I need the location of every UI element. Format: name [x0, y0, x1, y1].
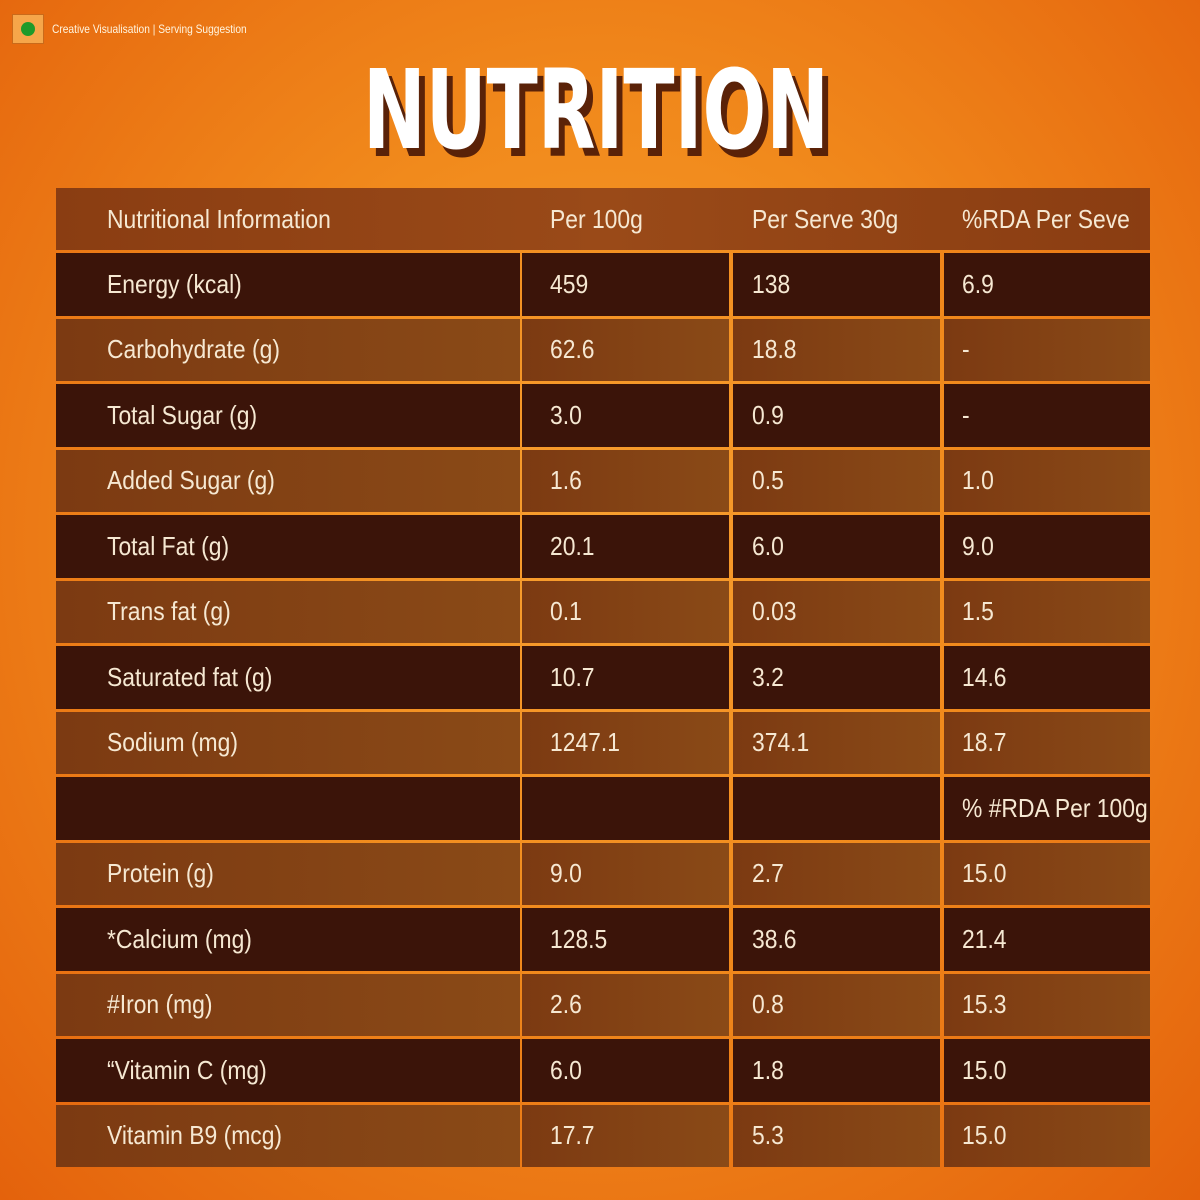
cell-value: 18.8 — [733, 318, 940, 381]
badge-icon — [12, 14, 44, 44]
row-label: Sodium (mg) — [56, 711, 520, 774]
cell-value: 15.3 — [944, 973, 1150, 1036]
cell-value: 3.0 — [522, 384, 729, 447]
empty-cell — [56, 777, 520, 840]
cell-value: 1.6 — [522, 449, 729, 512]
cell-value: 20.1 — [522, 515, 729, 578]
column-header: %RDA Per Seve — [962, 203, 1130, 234]
row-label: Total Fat (g) — [56, 515, 520, 578]
cell-value: 0.8 — [733, 973, 940, 1036]
cell-value: 0.5 — [733, 449, 940, 512]
column-header: Per Serve 30g — [752, 203, 899, 234]
cell-value: 6.0 — [733, 515, 940, 578]
cell-value: 14.6 — [944, 646, 1150, 709]
empty-cell — [522, 777, 729, 840]
row-label: *Calcium (mg) — [56, 908, 520, 971]
column-header: Per 100g — [550, 203, 643, 234]
row-label: Added Sugar (g) — [56, 449, 520, 512]
cell-value: 21.4 — [944, 908, 1150, 971]
row-label: Total Sugar (g) — [56, 384, 520, 447]
cell-value: 9.0 — [522, 842, 729, 905]
cell-value: 138 — [733, 253, 940, 316]
cell-value: 1.5 — [944, 580, 1150, 643]
badge-text: Creative Visualisation | Serving Suggest… — [52, 22, 247, 36]
section-heading: % #RDA Per 100g — [944, 777, 1150, 840]
row-label: Carbohydrate (g) — [56, 318, 520, 381]
cell-value: 0.9 — [733, 384, 940, 447]
cell-value: 15.0 — [944, 842, 1150, 905]
cell-value: 38.6 — [733, 908, 940, 971]
cell-value: 15.0 — [944, 1104, 1150, 1167]
cell-value: 459 — [522, 253, 729, 316]
cell-value: 1.0 — [944, 449, 1150, 512]
column-header: Nutritional Information — [107, 203, 331, 234]
row-label: Protein (g) — [56, 842, 520, 905]
cell-value: 62.6 — [522, 318, 729, 381]
header-row — [56, 188, 1150, 250]
cell-value: 1.8 — [733, 1039, 940, 1102]
cell-value: 0.03 — [733, 580, 940, 643]
cell-value: - — [944, 384, 1150, 447]
title: NUTRITION — [363, 46, 829, 170]
row-label: #Iron (mg) — [56, 973, 520, 1036]
row-label: “Vitamin C (mg) — [56, 1039, 520, 1102]
cell-value: 5.3 — [733, 1104, 940, 1167]
row-label: Vitamin B9 (mcg) — [56, 1104, 520, 1167]
cell-value: 17.7 — [522, 1104, 729, 1167]
cell-value: 0.1 — [522, 580, 729, 643]
row-label: Saturated fat (g) — [56, 646, 520, 709]
cell-value: 128.5 — [522, 908, 729, 971]
empty-cell — [733, 777, 940, 840]
row-label: Trans fat (g) — [56, 580, 520, 643]
title-shadow: NUTRITION — [369, 54, 835, 170]
cell-value: 2.6 — [522, 973, 729, 1036]
row-label: Energy (kcal) — [56, 253, 520, 316]
cell-value: 6.0 — [522, 1039, 729, 1102]
cell-value: 1247.1 — [522, 711, 729, 774]
cell-value: 9.0 — [944, 515, 1150, 578]
cell-value: 18.7 — [944, 711, 1150, 774]
cell-value: 6.9 — [944, 253, 1150, 316]
cell-value: 2.7 — [733, 842, 940, 905]
cell-value: 15.0 — [944, 1039, 1150, 1102]
title-art: NUTRITION NUTRITION — [363, 46, 835, 170]
cell-value: 10.7 — [522, 646, 729, 709]
cell-value: 374.1 — [733, 711, 940, 774]
cell-value: - — [944, 318, 1150, 381]
cell-value: 3.2 — [733, 646, 940, 709]
